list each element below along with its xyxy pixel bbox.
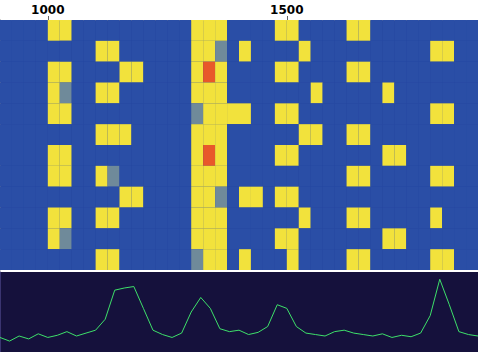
svg-text:1000: 1000 <box>31 3 64 17</box>
svg-text:1500: 1500 <box>270 3 303 17</box>
